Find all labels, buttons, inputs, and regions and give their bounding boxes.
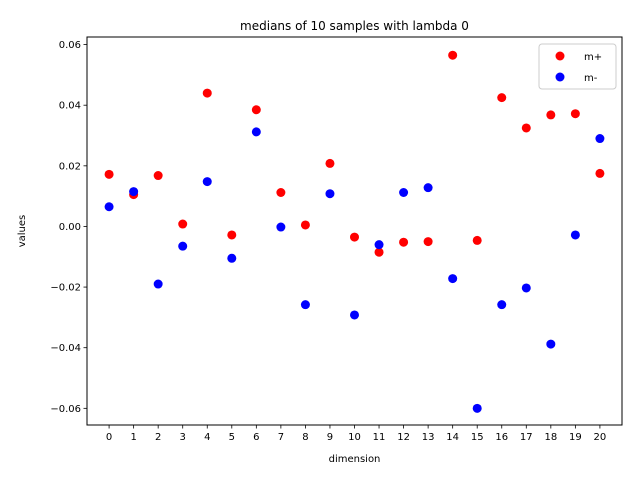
point-m-plus xyxy=(153,171,163,181)
point-m-minus xyxy=(202,177,212,187)
point-m-plus xyxy=(497,93,507,103)
x-tick-label: 18 xyxy=(544,432,557,443)
y-axis-ticks: −0.06 −0.04 −0.02 0.00 0.02 0.04 0.06 xyxy=(50,40,87,415)
x-tick-label: 7 xyxy=(278,432,284,443)
chart-title: medians of 10 samples with lambda 0 xyxy=(240,19,469,33)
y-tick-label: −0.02 xyxy=(50,283,81,294)
legend: m+ m- xyxy=(538,43,617,90)
legend-marker-m-plus xyxy=(555,51,565,61)
point-m-minus xyxy=(448,274,458,284)
x-tick-label: 13 xyxy=(422,432,435,443)
x-tick-label: 15 xyxy=(471,432,484,443)
point-m-plus xyxy=(472,235,482,245)
y-axis-label: values xyxy=(17,215,28,248)
y-tick-label: 0.06 xyxy=(59,40,81,51)
point-m-plus xyxy=(423,237,433,247)
point-m-minus xyxy=(472,403,482,413)
x-tick-label: 11 xyxy=(373,432,386,443)
y-tick-label: 0.00 xyxy=(59,222,81,233)
point-m-minus xyxy=(570,230,580,240)
point-m-minus xyxy=(325,189,335,199)
x-tick-label: 1 xyxy=(130,432,136,443)
legend-box xyxy=(538,43,617,90)
point-m-minus xyxy=(497,300,507,310)
x-tick-label: 10 xyxy=(348,432,361,443)
point-m-plus xyxy=(399,237,409,247)
point-m-plus xyxy=(276,188,286,198)
series-m-minus xyxy=(104,127,605,413)
y-tick-label: 0.02 xyxy=(59,161,81,172)
point-m-plus xyxy=(251,105,261,115)
y-tick-label: −0.04 xyxy=(50,343,81,354)
point-m-minus xyxy=(300,300,310,310)
x-tick-label: 20 xyxy=(594,432,607,443)
point-m-plus xyxy=(202,88,212,98)
point-m-plus xyxy=(227,230,237,240)
point-m-minus xyxy=(521,283,531,293)
point-m-plus xyxy=(104,169,114,179)
plot-area-frame xyxy=(86,36,623,426)
x-tick-label: 9 xyxy=(327,432,333,443)
point-m-minus xyxy=(104,202,114,212)
point-m-minus xyxy=(399,188,409,198)
point-m-minus xyxy=(423,183,433,193)
point-m-minus xyxy=(276,222,286,232)
x-tick-label: 6 xyxy=(253,432,259,443)
x-axis-label: dimension xyxy=(329,454,381,465)
point-m-plus xyxy=(546,110,556,120)
legend-label-m-plus: m+ xyxy=(584,52,602,63)
point-m-plus xyxy=(374,247,384,257)
series-m-plus xyxy=(104,50,605,257)
y-tick-label: −0.06 xyxy=(50,404,81,415)
x-tick-label: 3 xyxy=(180,432,186,443)
point-m-plus xyxy=(448,50,458,60)
point-m-plus xyxy=(595,168,605,178)
x-tick-label: 2 xyxy=(155,432,161,443)
point-m-plus xyxy=(350,232,359,242)
point-m-minus xyxy=(227,253,237,263)
point-m-minus xyxy=(595,134,605,144)
x-tick-label: 5 xyxy=(229,432,235,443)
x-tick-label: 4 xyxy=(204,432,210,443)
x-tick-label: 17 xyxy=(520,432,533,443)
x-tick-label: 16 xyxy=(495,432,508,443)
x-tick-label: 12 xyxy=(397,432,410,443)
point-m-minus xyxy=(546,339,556,349)
point-m-minus xyxy=(350,310,359,320)
point-m-plus xyxy=(325,158,335,168)
x-tick-label: 19 xyxy=(569,432,582,443)
x-axis-ticks: 0 1 2 3 4 5 6 7 8 9 10 11 12 13 14 15 16 17 18 19 20 xyxy=(106,425,606,443)
point-m-minus xyxy=(178,241,188,251)
point-m-plus xyxy=(178,219,188,229)
point-m-minus xyxy=(153,279,163,289)
point-m-plus xyxy=(521,123,531,133)
x-tick-label: 0 xyxy=(106,432,112,443)
y-tick-label: 0.04 xyxy=(59,101,81,112)
point-m-minus xyxy=(129,187,139,197)
x-tick-label: 8 xyxy=(302,432,308,443)
point-m-plus xyxy=(300,220,310,230)
x-tick-label: 14 xyxy=(446,432,459,443)
point-m-minus xyxy=(251,127,261,137)
legend-marker-m-minus xyxy=(555,72,565,82)
legend-label-m-minus: m- xyxy=(584,73,598,84)
point-m-minus xyxy=(374,240,384,250)
point-m-plus xyxy=(570,109,580,119)
